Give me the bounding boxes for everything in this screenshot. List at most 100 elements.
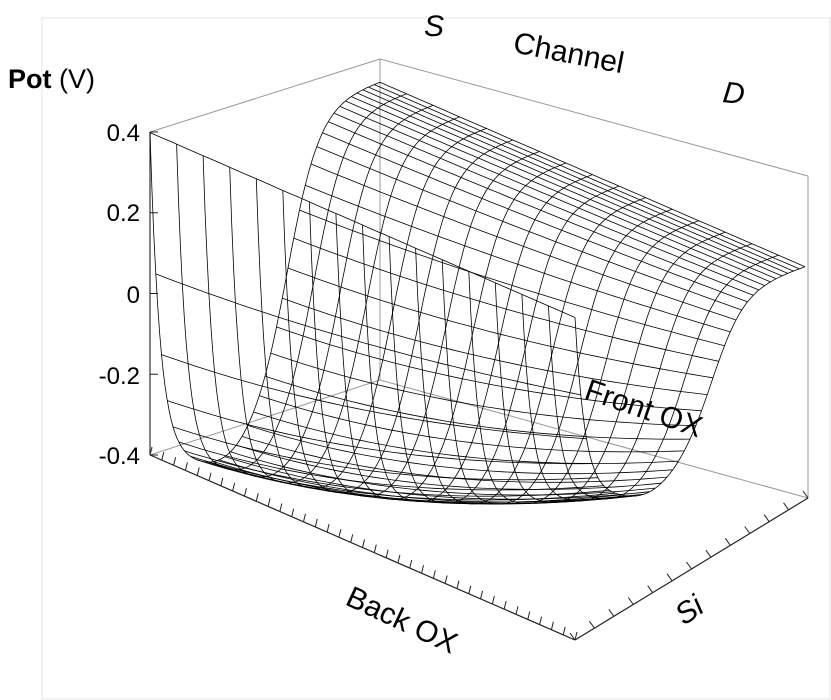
back-ox-tick-mark [291, 508, 295, 517]
mesh-line-across-depth [155, 273, 581, 396]
back-ox-tick-mark [208, 472, 212, 481]
mesh-line-across-depth [247, 425, 673, 475]
mesh-line-along-channel [176, 93, 407, 471]
mesh-line-across-depth [305, 184, 731, 333]
back-ox-tick-mark [255, 493, 259, 502]
mesh-line-along-channel [149, 81, 381, 463]
back-ox-tick-mark [444, 575, 448, 584]
mesh-line-across-depth [218, 459, 645, 503]
mesh-line-across-depth [276, 326, 702, 412]
back-ox-tick-mark [173, 457, 177, 466]
mesh-line-across-depth [167, 400, 593, 465]
mesh-line-across-depth [224, 456, 650, 500]
si-label: Si [669, 589, 711, 632]
back-ox-tick-mark [314, 518, 318, 528]
si-tick-mark [763, 514, 770, 522]
back-ox-tick-mark [432, 570, 436, 579]
back-ox-tick-mark [220, 477, 224, 486]
si-tick-mark [647, 585, 654, 593]
mesh-line-across-depth [351, 96, 777, 280]
mesh-line-across-depth [230, 451, 656, 496]
back-ox-tick-mark [243, 487, 247, 497]
mesh-line-along-channel [229, 116, 460, 484]
back-ox-tick-mark [161, 452, 165, 461]
back-ox-tick-mark [421, 565, 425, 574]
mesh-line-along-channel [255, 128, 487, 489]
back-ox-tick-mark [480, 590, 484, 600]
tick-marks [149, 131, 809, 641]
si-tick-mark [724, 538, 731, 546]
back-ox-tick-mark [302, 513, 306, 522]
mesh-line-across-depth [259, 395, 685, 453]
z-tick-label-4: -0.4 [99, 443, 140, 470]
back-ox-tick-mark [515, 606, 519, 615]
drain-label: D [721, 76, 746, 111]
mesh-line-across-depth [333, 112, 760, 291]
back-ox-tick-mark [409, 559, 413, 569]
back-ox-tick-mark [456, 580, 460, 589]
back-ox-tick-mark [491, 595, 495, 605]
back-ox-tick-mark [232, 482, 236, 492]
mesh-line-across-depth [264, 375, 691, 440]
back-ox-tick-mark [362, 539, 365, 548]
mesh-line-across-depth [356, 92, 783, 277]
z-tick-label-0: 0.4 [107, 120, 140, 147]
top-right-edge [379, 58, 809, 177]
si-tick-mark [569, 632, 576, 641]
back-ox-tick-mark [503, 601, 507, 610]
z-axis-label: Pot (V) [8, 64, 95, 94]
si-tick-mark [802, 490, 809, 499]
si-tick-mark [627, 597, 634, 605]
front-ox-label: Front OX [581, 373, 707, 444]
potential-surface-mesh [149, 81, 806, 505]
si-tick-mark [589, 620, 595, 629]
mesh-line-along-channel [441, 208, 673, 505]
mesh-line-across-depth [339, 106, 765, 286]
back-ox-tick-mark [350, 534, 354, 543]
mesh-line-across-depth [270, 352, 696, 427]
mesh-line-across-depth [253, 411, 679, 464]
si-tick-mark [744, 526, 751, 534]
si-tick-mark [705, 549, 712, 558]
si-tick-mark [686, 561, 692, 570]
mesh-line-across-depth [241, 436, 668, 483]
mesh-line-across-depth [379, 81, 806, 268]
mesh-line-across-depth [287, 267, 714, 379]
back-ox-tick-mark [562, 626, 566, 635]
back-ox-tick-mark [385, 549, 389, 558]
mesh-line-across-depth [368, 86, 794, 272]
si-tick-mark [666, 573, 673, 582]
mesh-line-along-channel [468, 220, 699, 505]
mesh-line-across-depth [282, 297, 708, 395]
mesh-line-across-depth [149, 132, 576, 318]
back-ox-tick-mark [196, 467, 200, 476]
channel-label: Channel [511, 26, 627, 80]
back-ox-tick-mark [149, 446, 153, 456]
back-ox-tick-mark [539, 616, 543, 625]
mesh-line-along-channel [415, 197, 646, 505]
back-ox-tick-mark [468, 585, 472, 594]
floor-right-edge [379, 379, 809, 499]
mesh-line-across-depth [310, 163, 737, 321]
mesh-line-across-depth [374, 84, 800, 270]
back-ox-tick-mark [550, 621, 554, 630]
back-ox-tick-mark [527, 611, 531, 620]
back-ox-tick-mark [326, 523, 330, 533]
z-tick-label-1: 0.2 [107, 200, 140, 227]
mesh-line-across-depth [345, 100, 771, 283]
mesh-line-across-depth [362, 89, 788, 274]
top-back-edge [149, 58, 381, 133]
back-ox-tick-mark [574, 631, 578, 641]
mesh-line-along-channel [202, 104, 434, 478]
back-ox-tick-mark [279, 503, 283, 512]
mesh-line-across-depth [328, 121, 754, 296]
mesh-line-across-depth [161, 354, 587, 440]
back-ox-tick-mark [338, 529, 342, 538]
back-ox-label: Back OX [341, 580, 462, 660]
mesh-line-across-depth [299, 209, 725, 347]
back-ox-tick-mark [397, 554, 401, 564]
mesh-line-across-depth [213, 461, 639, 505]
si-tick-mark [783, 502, 789, 511]
source-label: S [424, 10, 444, 43]
